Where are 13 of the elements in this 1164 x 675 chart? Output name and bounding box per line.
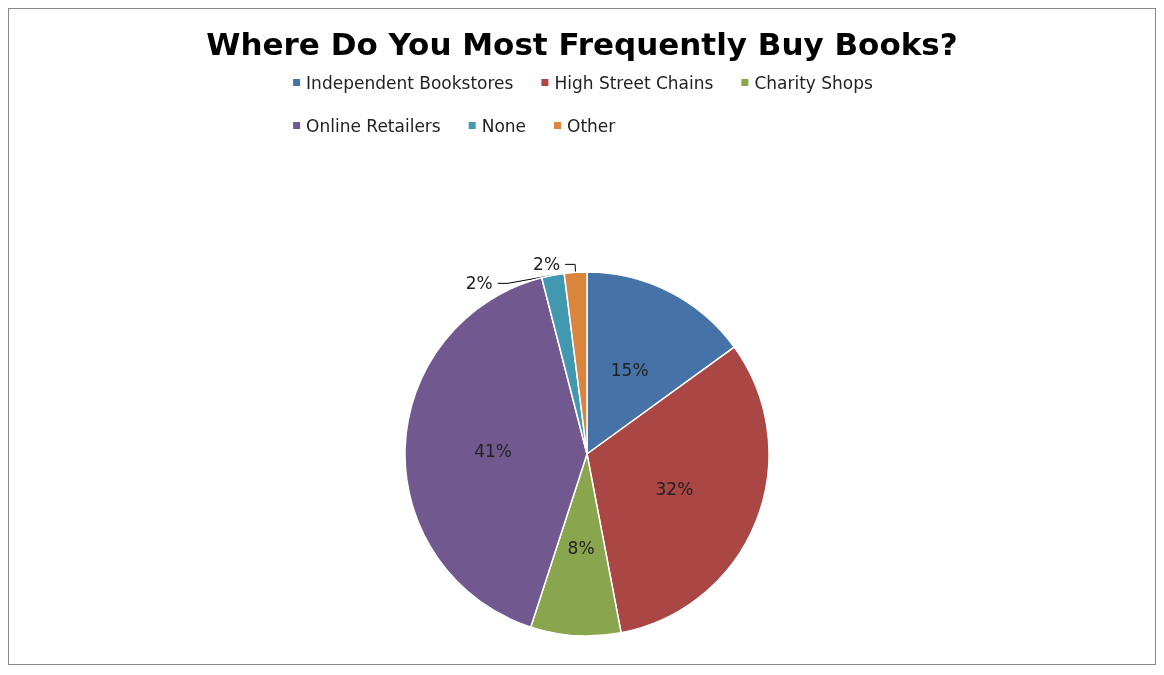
- legend-label: Other: [567, 115, 616, 136]
- legend-label: Charity Shops: [754, 72, 874, 93]
- data-label: 8%: [567, 537, 595, 558]
- data-label: 2%: [533, 254, 561, 275]
- legend-label: None: [481, 115, 527, 136]
- data-label: 41%: [474, 441, 512, 462]
- legend-label: Online Retailers: [306, 115, 441, 136]
- data-label: 15%: [610, 360, 649, 381]
- data-label: 32%: [655, 478, 694, 499]
- legend-label: High Street Chains: [554, 72, 714, 93]
- legend-label: Independent Bookstores: [306, 72, 514, 93]
- data-label: 2%: [465, 273, 493, 294]
- chart-title: Where Do You Most Frequently Buy Books?: [206, 25, 958, 62]
